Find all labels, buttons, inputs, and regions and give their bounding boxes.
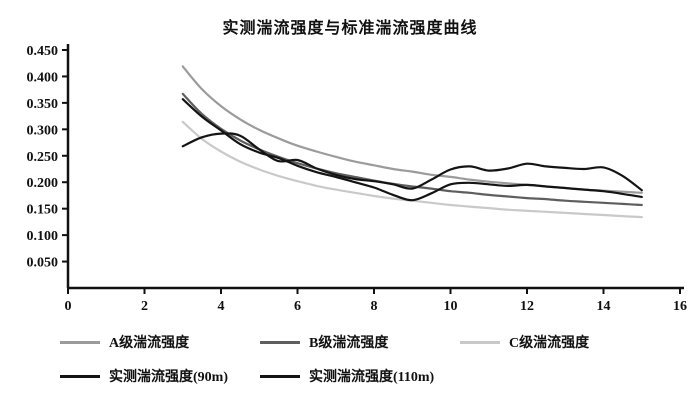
legend-item-2: C级湍流强度 — [460, 332, 660, 352]
legend-item-4: 实测湍流强度(110m) — [260, 366, 460, 386]
legend-line-swatch — [260, 374, 300, 378]
x-tick-label: 4 — [218, 299, 225, 314]
y-tick-label: 0.300 — [27, 123, 59, 138]
x-tick-label: 16 — [673, 299, 687, 314]
legend-line-swatch — [60, 374, 100, 378]
legend-label: 实测湍流强度(110m) — [309, 370, 435, 385]
x-tick-label: 12 — [520, 299, 534, 314]
x-tick-label: 8 — [371, 299, 378, 314]
series-line-4 — [181, 98, 643, 202]
x-tick-label: 10 — [444, 299, 458, 314]
y-tick-label: 0.200 — [27, 176, 59, 191]
legend-label: 实测湍流强度(90m) — [109, 370, 228, 385]
legend-item-0: A级湍流强度 — [60, 332, 260, 352]
series-line-0 — [181, 65, 643, 194]
y-tick-label: 0.250 — [27, 150, 59, 165]
y-tick-label: 0.450 — [27, 44, 59, 59]
y-tick-label: 0.350 — [27, 97, 59, 112]
x-tick-label: 0 — [65, 299, 72, 314]
legend-item-1: B级湍流强度 — [260, 332, 460, 352]
legend-line-swatch — [460, 340, 500, 344]
y-tick-label: 0.050 — [27, 256, 59, 271]
x-tick-label: 2 — [141, 299, 148, 314]
plot-area: 0.050 0.100 0.150 0.200 0.250 0.300 0.350 0.400… — [27, 44, 687, 314]
legend: A级湍流强度 B级湍流强度 C级湍流强度实测湍流强度(90m) 实测湍流强度(110m… — [60, 332, 680, 386]
chart-title: 实测湍流强度与标准湍流强度曲线 — [222, 20, 478, 37]
x-tick-label: 6 — [294, 299, 301, 314]
legend-line-swatch — [260, 340, 300, 344]
x-tick-label: 14 — [597, 299, 611, 314]
y-tick-label: 0.400 — [27, 70, 59, 85]
legend-label: B级湍流强度 — [309, 336, 389, 351]
series-line-3 — [181, 132, 643, 192]
legend-label: C级湍流强度 — [509, 336, 590, 351]
legend-item-3: 实测湍流强度(90m) — [60, 366, 260, 386]
y-tick-label: 0.150 — [27, 203, 59, 218]
legend-label: A级湍流强度 — [109, 336, 190, 351]
y-tick-label: 0.100 — [27, 229, 59, 244]
legend-line-swatch — [60, 340, 100, 344]
